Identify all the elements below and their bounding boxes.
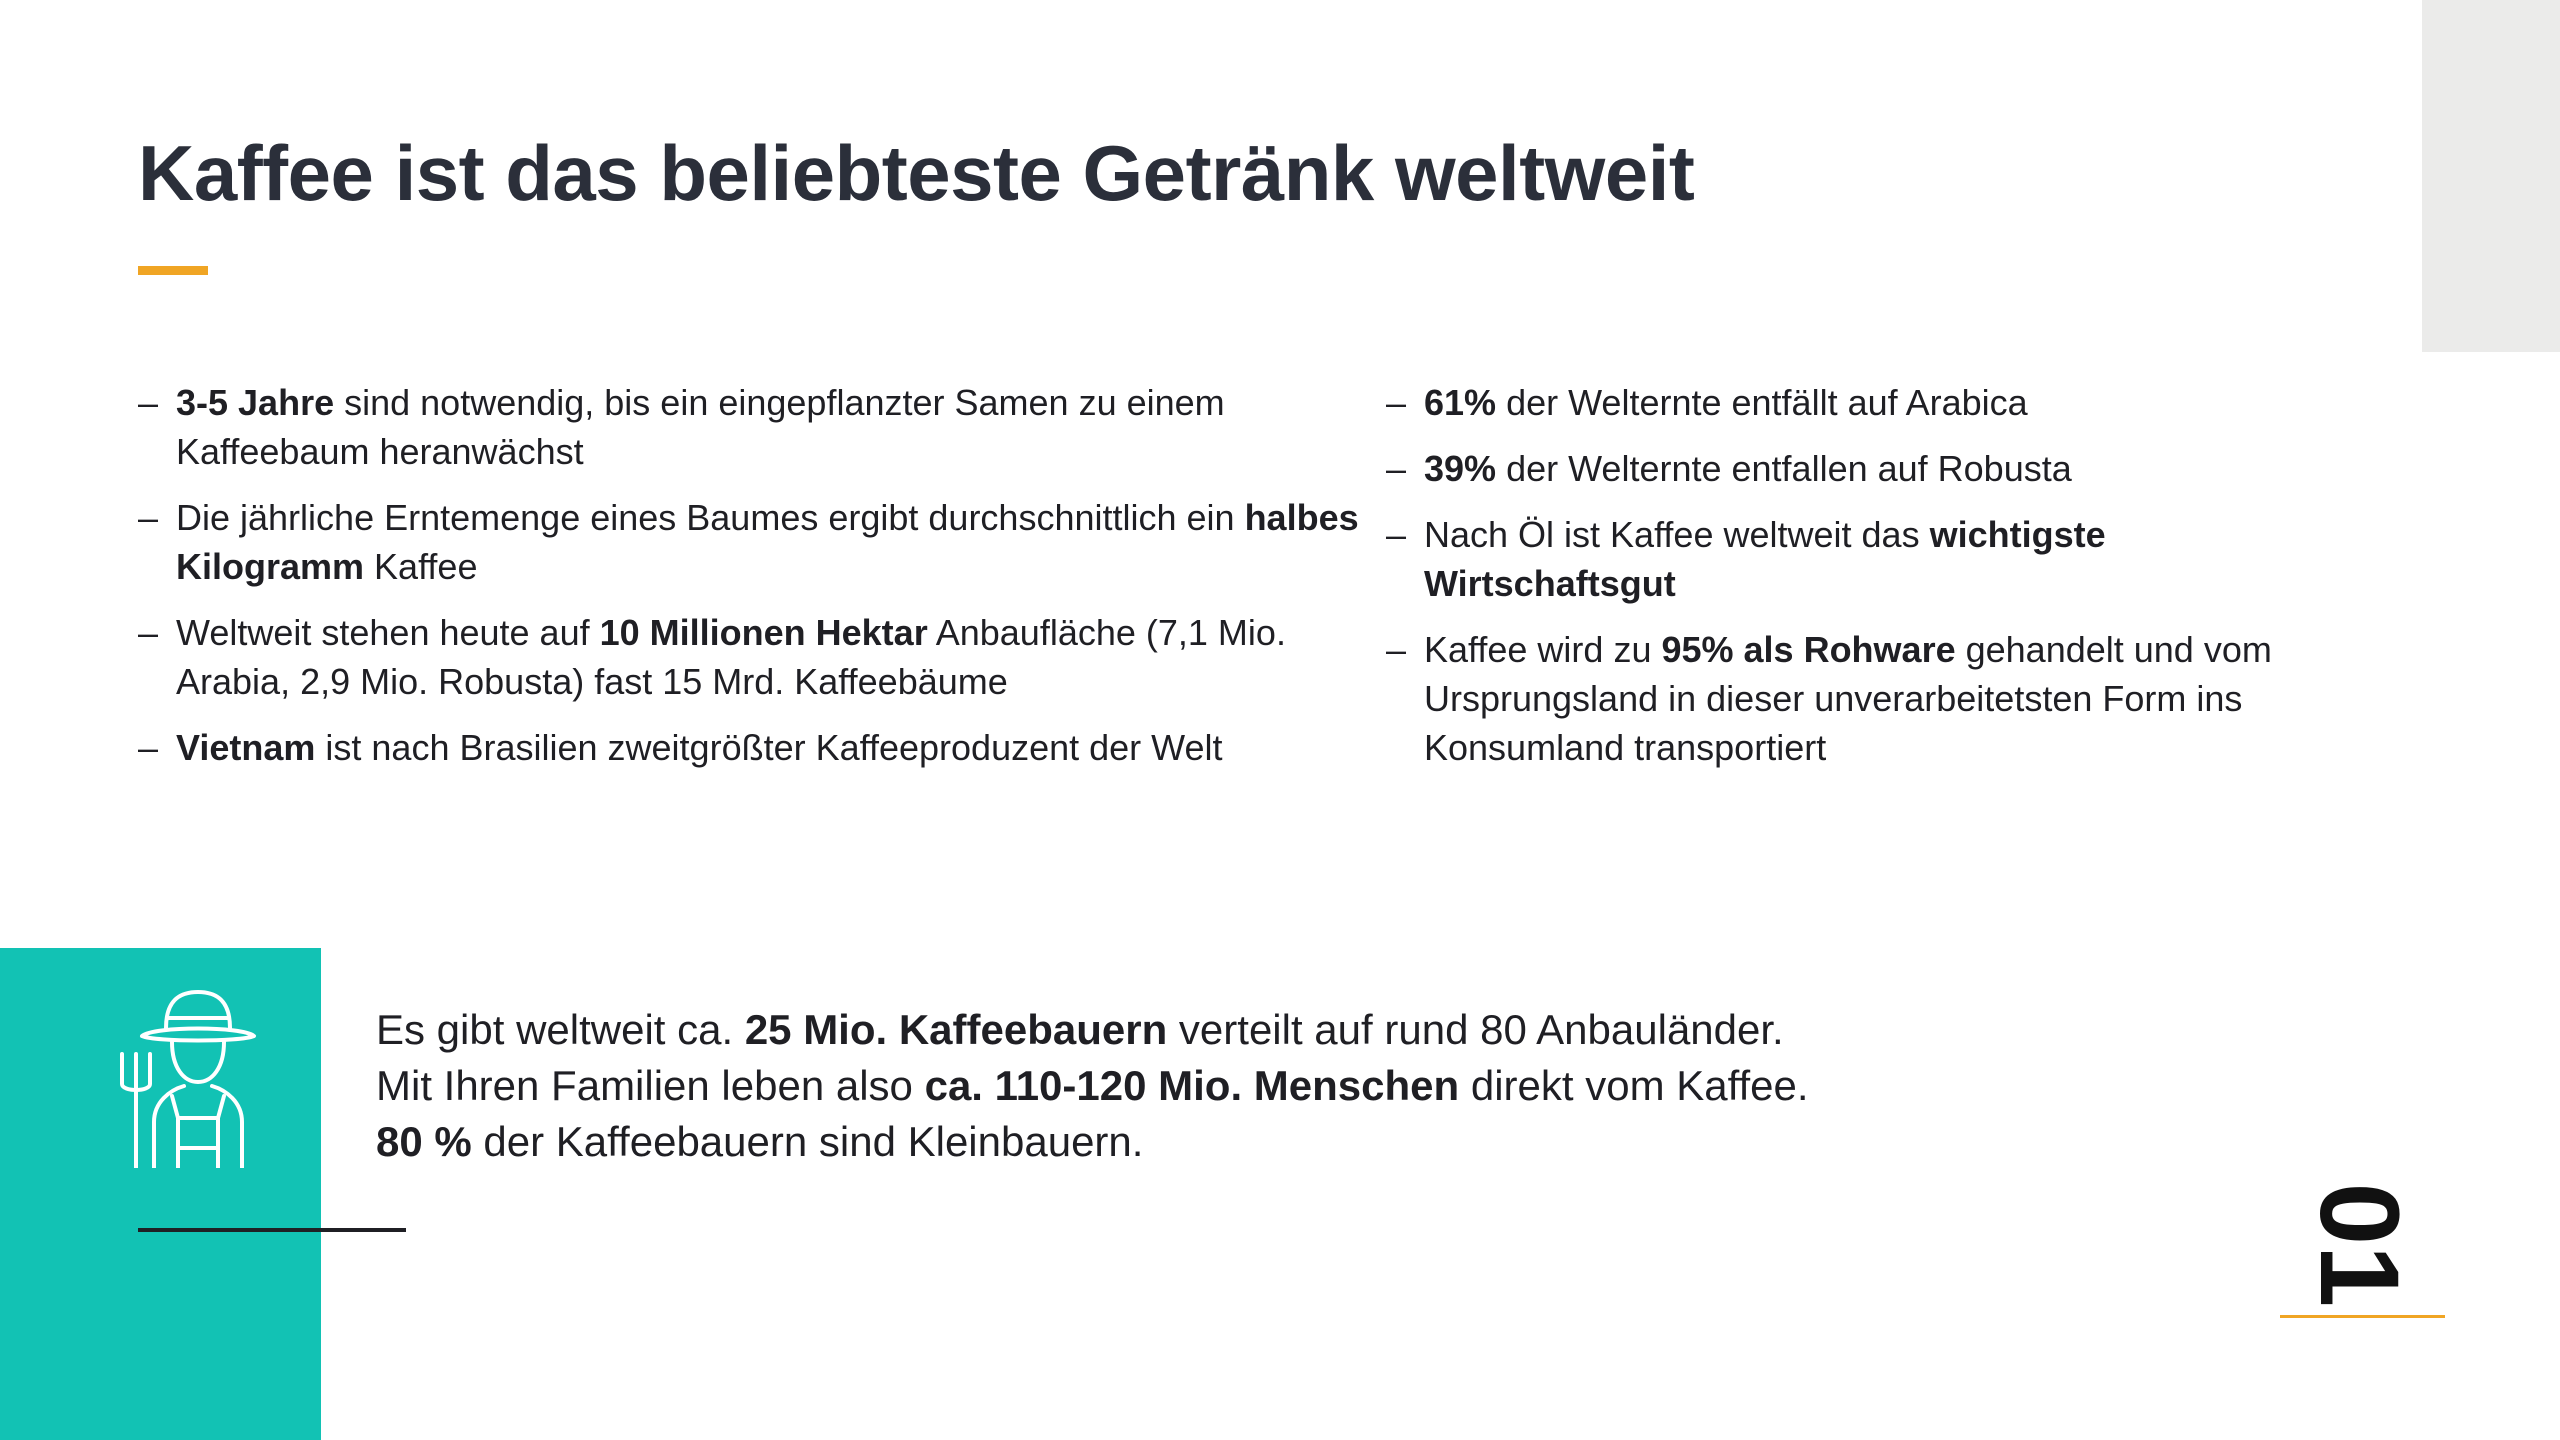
bullet-text: gehandelt und vom Ursprungsland in diese… <box>1424 629 2272 768</box>
bullet-dash: – <box>1386 448 1407 489</box>
bullet-dash: – <box>1386 514 1407 555</box>
bullet-text: Weltweit stehen heute auf <box>176 612 600 653</box>
fact-line: Es gibt weltweit ca. 25 Mio. Kaffeebauer… <box>376 1002 1976 1058</box>
farmer-icon <box>120 990 256 1168</box>
bullet-text: sind notwendig, bis ein eingepflanzter S… <box>176 382 1225 472</box>
bullet-bold: 39% <box>1424 448 1497 489</box>
page-number-underline <box>2280 1315 2445 1318</box>
bullet-dash: – <box>138 497 159 538</box>
bullet-bold: 95% als Rohware <box>1661 629 1956 670</box>
fact-text: der Kaffeebauern sind Kleinbauern. <box>471 1118 1144 1165</box>
bullet-dash: – <box>138 727 159 768</box>
fact-bold: 25 Mio. Kaffeebauern <box>744 1006 1168 1053</box>
title-accent-bar <box>138 266 208 275</box>
bullet-dash: – <box>1386 629 1407 670</box>
bullet-dash: – <box>138 612 159 653</box>
bullet-bold: 3-5 Jahre <box>176 382 335 423</box>
bullet-text: Kaffee wird zu <box>1424 629 1662 670</box>
divider-line <box>138 1228 406 1232</box>
fact-line: Mit Ihren Familien leben also ca. 110-12… <box>376 1058 1976 1114</box>
list-item: –61% der Welternte entfällt auf Arabica <box>1386 378 2286 427</box>
bullet-text: Nach Öl ist Kaffee weltweit das <box>1424 514 1930 555</box>
bullet-dash: – <box>138 382 159 423</box>
page-number: 01 <box>2297 1182 2423 1308</box>
left-bullet-list: –3-5 Jahre sind notwendig, bis ein einge… <box>138 378 1378 789</box>
bullet-text: ist nach Brasilien zweitgrößter Kaffeepr… <box>315 727 1223 768</box>
fact-line: 80 % der Kaffeebauern sind Kleinbauern. <box>376 1114 1976 1170</box>
fact-text: Es gibt weltweit ca. <box>376 1006 745 1053</box>
bullet-text: der Welternte entfällt auf Arabica <box>1496 382 2028 423</box>
right-bullet-list: –61% der Welternte entfällt auf Arabica … <box>1386 378 2286 789</box>
bullet-bold: 10 Millionen Hektar <box>599 612 928 653</box>
fact-paragraph: Es gibt weltweit ca. 25 Mio. Kaffeebauer… <box>376 1002 1976 1170</box>
fact-text: Mit Ihren Familien leben also <box>376 1062 925 1109</box>
bullet-text: Kaffee <box>364 546 478 587</box>
bullet-bold: wichtigste Wirtschaftsgut <box>1424 514 2106 604</box>
bullet-text: Anbaufläche (7,1 Mio. Arabia, 2,9 Mio. R… <box>176 612 1286 702</box>
fact-bold: ca. 110-120 Mio. Menschen <box>924 1062 1460 1109</box>
fact-text: direkt vom Kaffee. <box>1459 1062 1809 1109</box>
list-item: – Die jährliche Erntemenge eines Baumes e… <box>138 493 1378 591</box>
list-item: –3-5 Jahre sind notwendig, bis ein einge… <box>138 378 1378 476</box>
list-item: – Weltweit stehen heute auf 10 Millionen … <box>138 608 1378 706</box>
list-item: – Vietnam ist nach Brasilien zweitgrößter… <box>138 723 1378 772</box>
fact-text: verteilt auf rund 80 Anbauländer. <box>1167 1006 1784 1053</box>
bullet-bold: 61% <box>1424 382 1497 423</box>
fact-bold: 80 % <box>376 1118 472 1165</box>
list-item: – Kaffee wird zu 95% als Rohware gehandel… <box>1386 625 2286 772</box>
bullet-text: Die jährliche Erntemenge eines Baumes er… <box>176 497 1245 538</box>
list-item: –39% der Welternte entfallen auf Robusta <box>1386 444 2286 493</box>
corner-decoration <box>2422 0 2560 352</box>
bullet-bold: Vietnam <box>176 727 316 768</box>
bullet-dash: – <box>1386 382 1407 423</box>
page-title: Kaffee ist das beliebteste Getränk weltw… <box>138 129 1695 217</box>
list-item: – Nach Öl ist Kaffee weltweit das wichtig… <box>1386 510 2286 608</box>
bullet-bold: halbes Kilogramm <box>176 497 1359 587</box>
bullet-text: der Welternte entfallen auf Robusta <box>1496 448 2072 489</box>
